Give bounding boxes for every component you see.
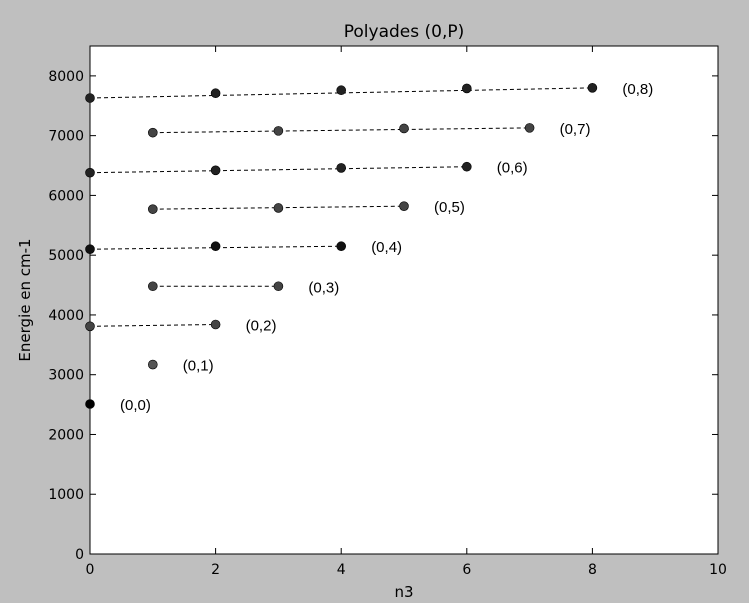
polyad-annotations: (0,0) (0,1) (0,2) (0,3) (0,4) (0,5) (0,6) (0,7)… — [120, 81, 653, 414]
polyad-label: (0,5) — [434, 199, 465, 216]
data-point — [148, 281, 158, 292]
x-tick-label: 4 — [337, 562, 346, 578]
data-point — [524, 123, 535, 133]
data-point — [336, 85, 347, 96]
y-tick-label: 0 — [75, 547, 84, 563]
x-axis-label: n3 — [394, 583, 413, 601]
data-point — [85, 244, 95, 254]
polyad-label: (0,6) — [497, 160, 528, 177]
x-tick-label: 6 — [462, 562, 471, 578]
polyad-label: (0,1) — [183, 358, 214, 375]
y-tick-label: 6000 — [48, 188, 84, 204]
polyad-label: (0,3) — [308, 279, 339, 296]
y-tick-label: 1000 — [48, 487, 84, 503]
data-point — [461, 161, 472, 172]
y-tick-label: 8000 — [48, 69, 84, 85]
data-point — [336, 241, 347, 252]
data-points — [85, 83, 598, 409]
x-tick-label: 2 — [211, 562, 220, 578]
data-point — [210, 88, 221, 99]
axis-ticks: 0 2 4 6 8 10 0 1000 2000 3000 4000 5000 6000 7000 8000 — [48, 46, 727, 578]
polyad-label: (0,8) — [622, 81, 653, 98]
y-axis-label: Energie en cm-1 — [16, 238, 34, 361]
data-point — [85, 321, 95, 332]
polyad-label: (0,0) — [120, 397, 151, 414]
data-point — [210, 241, 221, 252]
y-tick-label: 3000 — [48, 368, 84, 384]
x-tick-label: 0 — [86, 562, 95, 578]
data-point — [587, 83, 598, 93]
y-tick-label: 2000 — [48, 427, 84, 443]
data-point — [399, 201, 409, 211]
y-tick-label: 4000 — [48, 308, 84, 324]
data-point — [399, 123, 409, 134]
data-point — [461, 83, 472, 94]
polyad-label: (0,7) — [560, 121, 591, 138]
data-point — [85, 167, 95, 178]
data-point — [148, 204, 158, 214]
data-point — [148, 127, 158, 138]
chart-title: Polyades (0,P) — [344, 22, 465, 42]
data-point — [148, 359, 158, 370]
polyad-label: (0,4) — [371, 239, 402, 256]
data-point — [273, 281, 284, 292]
y-tick-label: 7000 — [48, 129, 84, 145]
data-point — [85, 93, 95, 103]
y-tick-label: 5000 — [48, 248, 84, 264]
polyad-label: (0,2) — [246, 318, 277, 335]
data-point — [273, 126, 284, 136]
data-point — [210, 319, 221, 330]
plot-area — [89, 45, 719, 555]
data-point — [273, 203, 284, 213]
x-tick-label: 8 — [588, 562, 597, 578]
data-point — [210, 165, 221, 176]
data-point — [85, 399, 95, 409]
data-point — [336, 163, 347, 173]
x-tick-label: 10 — [709, 562, 727, 578]
